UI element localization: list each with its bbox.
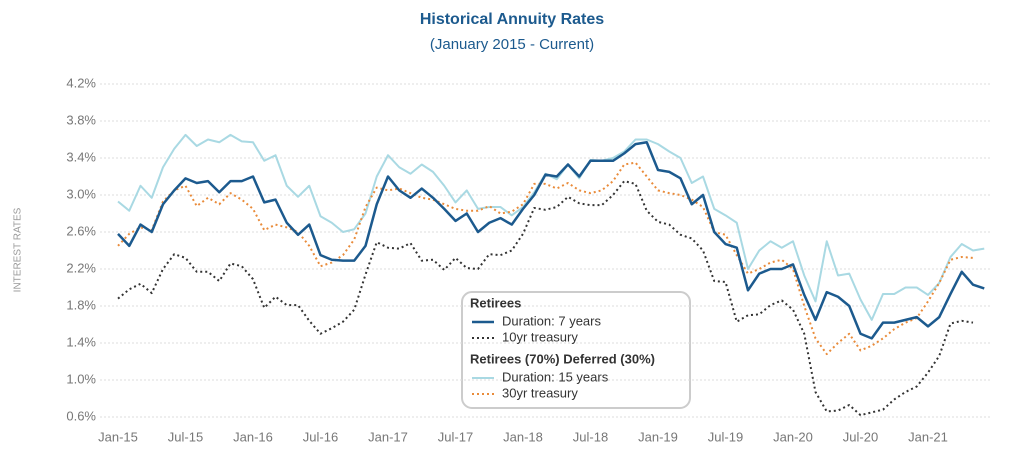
x-tick-label: Jan-18 <box>503 429 543 444</box>
legend-label: Duration: 7 years <box>502 313 601 328</box>
series-line <box>117 161 974 356</box>
y-tick-label: 2.6% <box>66 223 96 238</box>
y-tick-label: 2.2% <box>66 260 96 275</box>
x-tick-label: Jan-16 <box>233 429 273 444</box>
legend-box <box>461 291 691 409</box>
x-tick-label: Jan-20 <box>773 429 813 444</box>
y-tick-label: 1.4% <box>66 334 96 349</box>
x-tick-label: Jan-15 <box>98 429 138 444</box>
legend-label: 30yr treasury <box>502 385 578 400</box>
chart-subtitle: (January 2015 - Current) <box>430 36 594 53</box>
legend-label: 10yr treasury <box>502 329 578 344</box>
y-tick-label: 0.6% <box>66 408 96 423</box>
x-tick-label: Jul-16 <box>303 429 338 444</box>
legend-label: Duration: 15 years <box>502 369 609 384</box>
chart-title: Historical Annuity Rates <box>420 11 604 28</box>
y-tick-label: 3.0% <box>66 186 96 201</box>
x-tick-label: Jul-18 <box>573 429 608 444</box>
series-line <box>117 180 974 417</box>
series-line <box>117 141 985 340</box>
x-tick-label: Jan-21 <box>908 429 948 444</box>
y-axis-label: INTEREST RATES <box>13 207 24 292</box>
x-tick-label: Jul-20 <box>843 429 878 444</box>
x-tick-label: Jul-19 <box>708 429 743 444</box>
x-tick-label: Jan-17 <box>368 429 408 444</box>
legend-title: Retirees (70%) Deferred (30%) <box>470 351 655 366</box>
legend-title: Retirees <box>470 295 521 310</box>
x-tick-label: Jan-19 <box>638 429 678 444</box>
y-tick-label: 1.0% <box>66 371 96 386</box>
x-tick-label: Jul-15 <box>168 429 203 444</box>
y-tick-label: 4.2% <box>66 75 96 90</box>
y-tick-label: 3.4% <box>66 149 96 164</box>
x-tick-label: Jul-17 <box>438 429 473 444</box>
y-tick-label: 3.8% <box>66 112 96 127</box>
y-tick-label: 1.8% <box>66 297 96 312</box>
